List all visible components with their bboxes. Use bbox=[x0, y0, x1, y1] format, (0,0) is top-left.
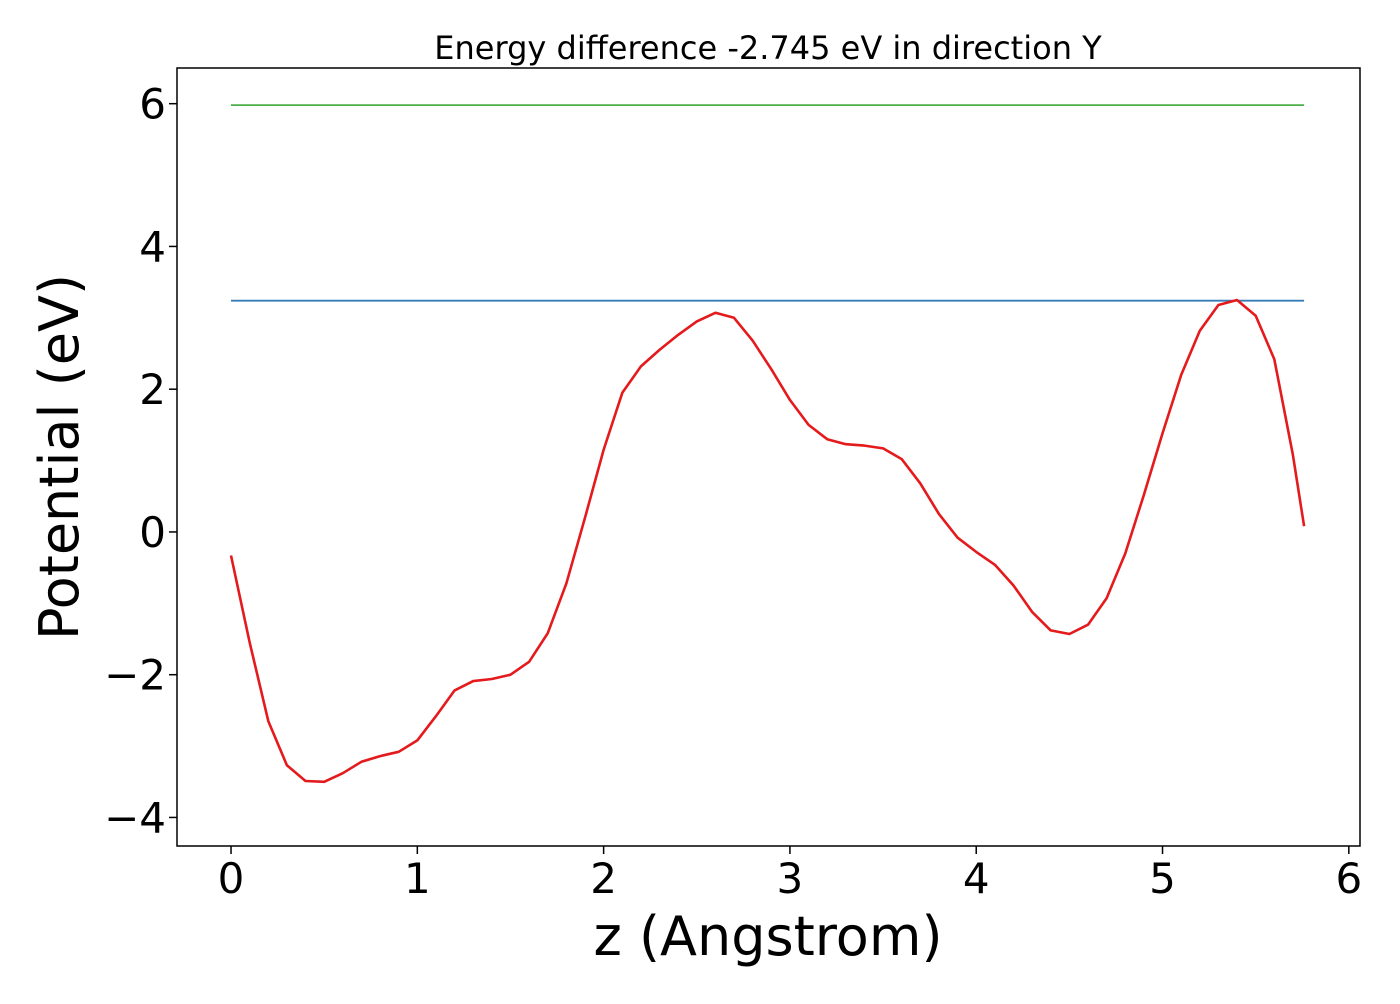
plot-frame bbox=[176, 67, 1361, 847]
y-axis-label: Potential (eV) bbox=[28, 274, 91, 640]
plot-series-group bbox=[229, 104, 1306, 784]
y-tick-label: 2 bbox=[139, 365, 166, 414]
y-tick-label: 0 bbox=[139, 508, 166, 557]
y-tick-label: 4 bbox=[139, 222, 166, 271]
x-axis-label: z (Angstrom) bbox=[593, 905, 942, 968]
x-tick-label: 1 bbox=[404, 854, 431, 903]
y-tick-label: 6 bbox=[139, 80, 166, 129]
x-tick-label: 2 bbox=[590, 854, 617, 903]
x-tick-label: 3 bbox=[777, 854, 804, 903]
potential-curve bbox=[229, 298, 1306, 784]
x-tick-label: 6 bbox=[1335, 854, 1362, 903]
x-tick-label: 5 bbox=[1149, 854, 1176, 903]
y-tick-label: −4 bbox=[104, 793, 166, 842]
x-axis-ticks: 0 1 2 3 4 5 6 bbox=[218, 846, 1362, 903]
chart-title: Energy difference -2.745 eV in direction… bbox=[434, 29, 1102, 67]
y-axis-ticks: −4 −2 0 2 4 6 bbox=[104, 80, 177, 842]
x-tick-label: 4 bbox=[963, 854, 990, 903]
y-tick-label: −2 bbox=[104, 651, 166, 700]
x-tick-label: 0 bbox=[218, 854, 245, 903]
